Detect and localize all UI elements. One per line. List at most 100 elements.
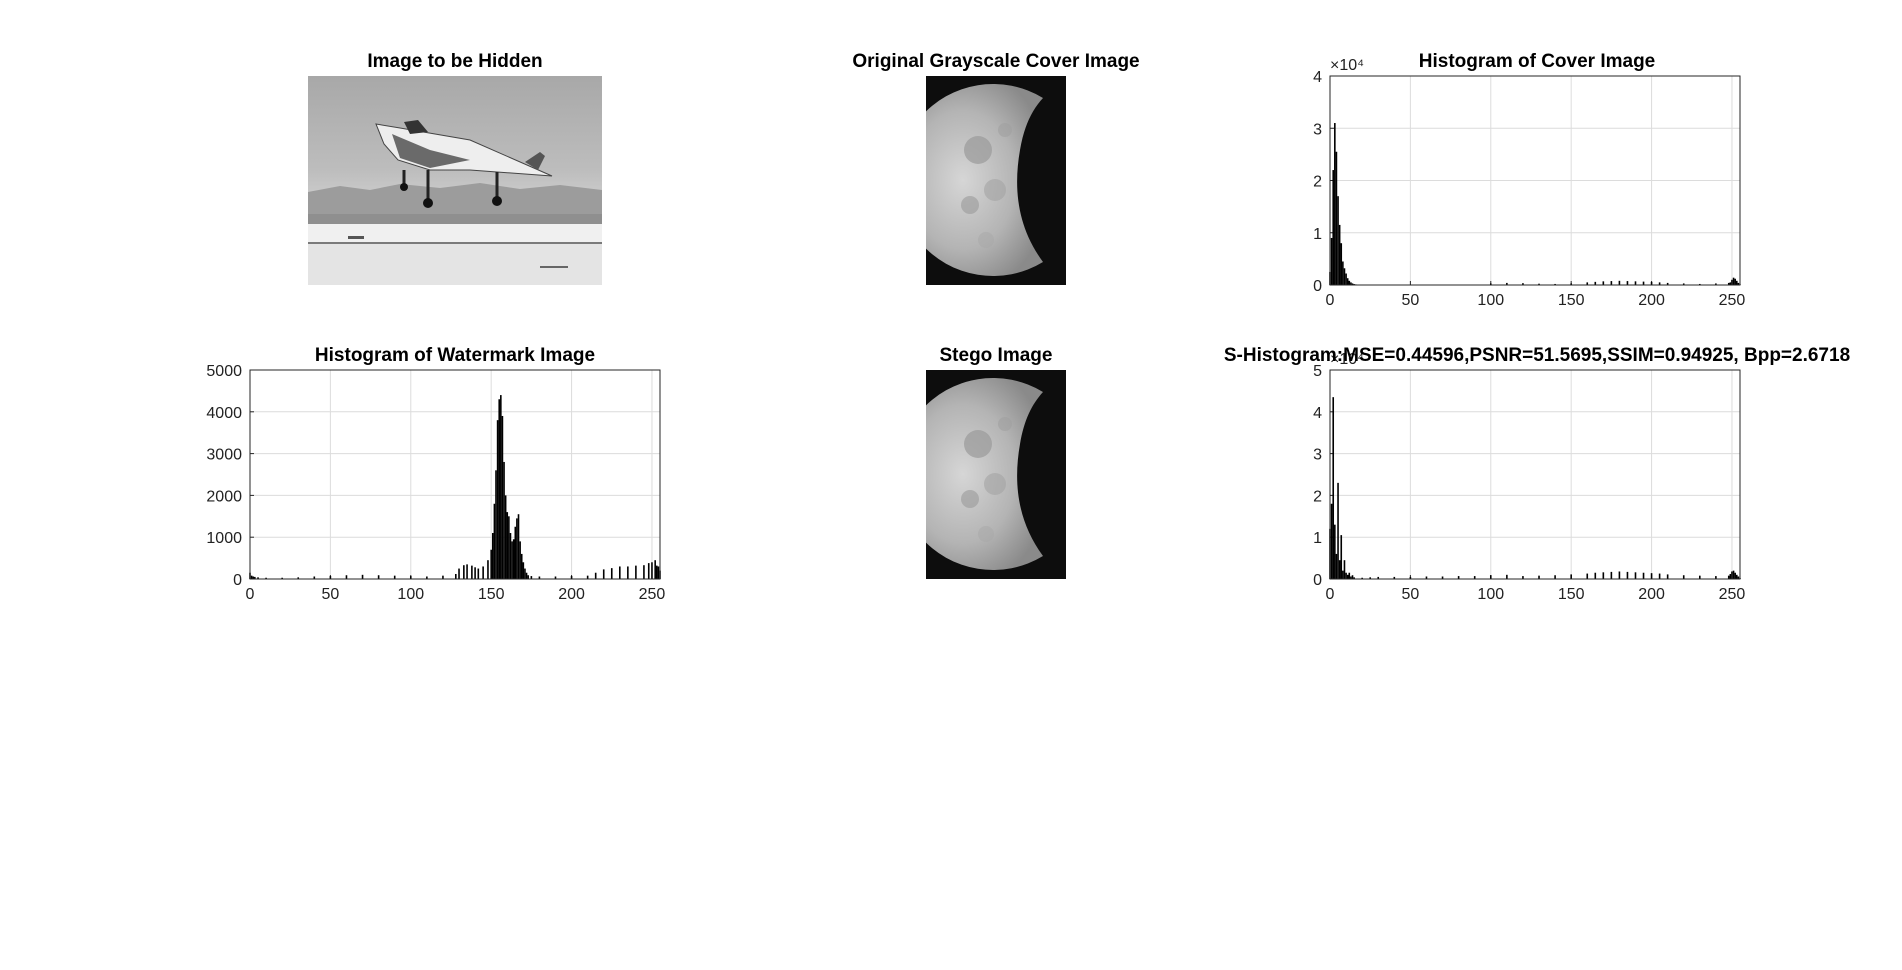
chart-0-bar (1737, 282, 1740, 285)
chart-2-x-tick-label: 250 (1719, 586, 1746, 603)
chart-0-y-tick-label: 0 (1313, 278, 1322, 295)
chart-1-bar (265, 577, 267, 579)
chart-1-bar (508, 516, 510, 579)
chart-1-bar (554, 576, 557, 579)
chart-1-x-tick-label: 150 (478, 586, 505, 603)
chart-0-bar (1340, 243, 1343, 285)
chart-1-bar (514, 526, 517, 579)
chart-1-bar (522, 562, 525, 579)
chart-2-bar (1338, 560, 1341, 579)
chart-1-bar (610, 568, 613, 579)
chart-0-bar (1650, 281, 1653, 285)
chart-1-y-tick-label: 3000 (206, 447, 242, 464)
chart-0-bar (1345, 273, 1347, 285)
chart-0-bar (1732, 277, 1735, 285)
chart-1-bar (490, 549, 492, 579)
chart-2-bar (1334, 524, 1336, 579)
chart-1-bar (651, 562, 653, 579)
chart-1-x-tick-label: 50 (321, 586, 339, 603)
chart-2-bar (1489, 575, 1492, 579)
chart-2-x-tick-label: 50 (1401, 586, 1419, 603)
chart-0-bar (1334, 123, 1336, 286)
chart-1-y-tick-label: 2000 (206, 488, 242, 505)
chart-0-x-tick-label: 200 (1638, 292, 1665, 309)
chart-1-x-tick-label: 0 (246, 586, 255, 603)
chart-1-bar (586, 575, 589, 579)
chart-1-bar (602, 569, 605, 579)
chart-2-bar (1425, 576, 1428, 579)
chart-0-bar (1586, 282, 1589, 285)
chart-0-bar (1727, 282, 1730, 285)
chart-2-bar (1586, 573, 1589, 579)
chart-1-bar (496, 420, 499, 579)
chart-2-y-tick-label: 2 (1313, 488, 1322, 505)
chart-0-x-tick-label: 150 (1558, 292, 1585, 309)
chart-2-bar (1342, 570, 1344, 579)
chart-2-bar (1361, 577, 1363, 579)
chart-2-bar (1729, 573, 1732, 579)
chart-1-bar (530, 576, 533, 579)
chart-1-bar (503, 461, 505, 579)
chart-2-bar (1650, 573, 1653, 579)
chart-0-bar (1602, 281, 1605, 285)
chart-1-bar (538, 576, 541, 579)
chart-1-bar (647, 563, 650, 579)
chart-1-bar (254, 576, 256, 579)
chart-1-bar (313, 576, 316, 579)
chart-1-bar (643, 565, 645, 579)
chart-2-axes-frame (1329, 369, 1741, 580)
chart-2-y-tick-label: 5 (1313, 363, 1322, 380)
chart-2-bar (1602, 572, 1605, 579)
chart-1-bar (474, 567, 476, 579)
chart-1-bar (458, 568, 460, 579)
chart-1-bar (517, 514, 520, 579)
chart-1-y-tick-label: 1000 (206, 530, 242, 547)
chart-1-bar (509, 533, 512, 579)
chart-1-x-tick-label: 250 (639, 586, 666, 603)
panel-stego-image: Stego Image (926, 345, 1066, 579)
chart-2-x-tick-label: 100 (1477, 586, 1504, 603)
chart-2-bar (1377, 576, 1380, 579)
chart-0-bar (1734, 278, 1736, 285)
chart-2-bar (1618, 571, 1621, 579)
chart-1-bar (498, 399, 501, 579)
chart-1-bar (471, 565, 473, 579)
chart-0-bar (1351, 283, 1354, 285)
chart-2-bar (1610, 571, 1613, 579)
chart-2-bar (1330, 503, 1333, 579)
chart-0-bar (1330, 237, 1333, 285)
chart-0-x-tick-label: 0 (1326, 292, 1335, 309)
chart-0-bar (1634, 281, 1637, 285)
chart-1-bar (455, 573, 457, 579)
chart-2-bar (1506, 574, 1508, 579)
chart-0-bar (1522, 283, 1524, 285)
chart-2-bar (1554, 575, 1556, 579)
chart-0-bar (1348, 280, 1351, 285)
chart-2-bar (1346, 574, 1349, 579)
chart-1-axes-frame (249, 369, 661, 580)
moon-image (926, 76, 1066, 285)
chart-1-bar (654, 560, 656, 579)
chart-0-y-tick-label: 2 (1313, 174, 1322, 191)
chart-0-x-tick-label: 250 (1719, 292, 1746, 309)
chart-2-x-tick-label: 200 (1638, 586, 1665, 603)
chart-1-bar (345, 575, 348, 579)
stego-moon-image (926, 370, 1066, 579)
chart-0-bar (1735, 280, 1738, 285)
chart-0-bar (1731, 279, 1733, 285)
chart-2-x-tick-label: 0 (1326, 586, 1335, 603)
chart-1-bar (525, 572, 528, 579)
chart-2-bar (1682, 575, 1685, 579)
chart-2-bar (1731, 571, 1733, 579)
chart-2-bar (1348, 572, 1351, 579)
chart-0-bar (1342, 261, 1344, 285)
chart-2-bar (1369, 577, 1371, 579)
chart-0-bar (1350, 282, 1352, 285)
chart-0-axes-frame (1329, 75, 1741, 286)
chart-1-bar (627, 566, 629, 579)
chart-1-bar (250, 575, 253, 579)
chart-0-bar (1554, 283, 1556, 285)
chart-2-y-tick-label: 0 (1313, 572, 1322, 589)
fighter-jet-icon (375, 120, 553, 208)
